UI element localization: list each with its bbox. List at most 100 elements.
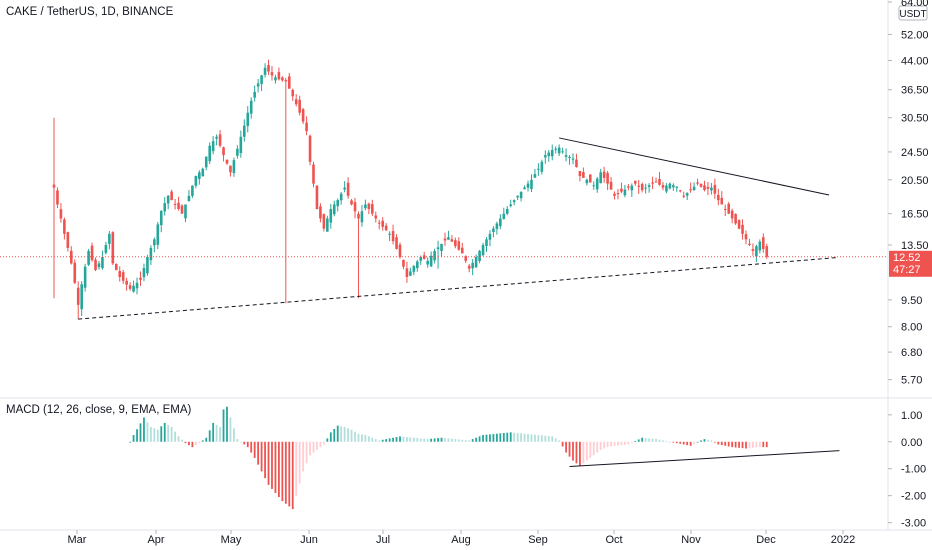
price-axis-label: 30.50 xyxy=(901,113,929,125)
candle-body xyxy=(734,213,737,224)
price-axis-label: 13.50 xyxy=(901,240,929,252)
currency-badge[interactable] xyxy=(898,5,928,21)
candle-body xyxy=(613,193,616,196)
candle-body xyxy=(409,271,412,276)
candle-body xyxy=(384,225,388,231)
time-axis-label: Oct xyxy=(605,534,622,546)
macd-bar xyxy=(201,440,204,442)
candle-body xyxy=(159,210,163,226)
candle-body xyxy=(606,173,609,184)
macd-bar xyxy=(700,440,702,442)
price-axis[interactable]: 64.00 52.00 44.00 36.50 30.50 24.50 20.50 16.50… xyxy=(888,0,929,387)
candle-body xyxy=(537,168,540,170)
time-axis[interactable]: Mar Apr May Jun Jul Aug Sep Oct Nov Dec 2022 xyxy=(68,530,856,546)
trendline-descending-resistance xyxy=(559,137,830,196)
macd-axis[interactable]: 1.00 0.00 -1.00 -2.00 -3.00 xyxy=(888,410,926,530)
candle-body xyxy=(640,183,644,191)
macd-bar xyxy=(291,441,294,510)
candle-body xyxy=(398,244,402,258)
candle-body xyxy=(277,72,281,80)
macd-bar xyxy=(167,424,170,442)
macd-bar xyxy=(437,438,439,442)
candle-body xyxy=(592,185,596,187)
candle-body xyxy=(350,200,353,205)
macd-bar xyxy=(713,441,716,443)
time-axis-label: Apr xyxy=(147,534,164,546)
candle-body xyxy=(627,186,630,188)
candle-body xyxy=(308,135,312,162)
macd-bar xyxy=(592,441,595,456)
macd-bar xyxy=(191,441,194,448)
candle-body xyxy=(225,159,229,164)
macd-bar xyxy=(554,438,557,442)
candle-body xyxy=(156,224,160,245)
time-axis-label: May xyxy=(221,534,242,546)
candle-body xyxy=(391,231,395,242)
price-axis-label: 24.50 xyxy=(901,147,929,159)
time-axis-label: Jul xyxy=(376,534,390,546)
macd-bar xyxy=(461,439,464,442)
macd-bar xyxy=(565,441,567,453)
macd-bar xyxy=(253,441,256,458)
candle-body xyxy=(132,285,135,292)
macd-bar xyxy=(710,440,713,442)
macd-bar xyxy=(617,441,619,446)
macd-bar xyxy=(392,437,394,442)
macd-bar xyxy=(153,428,156,442)
macd-bar xyxy=(412,437,415,442)
macd-bar xyxy=(267,441,270,485)
macd-bar xyxy=(278,441,280,498)
candle-body xyxy=(236,148,239,156)
candle-body xyxy=(720,197,724,205)
candle-body xyxy=(229,165,232,173)
candle-body xyxy=(339,193,343,201)
macd-bar xyxy=(665,441,668,442)
candle-body xyxy=(187,195,191,201)
candle-body xyxy=(568,156,571,158)
macd-bar xyxy=(222,409,225,442)
candle-body xyxy=(440,243,443,252)
macd-bar xyxy=(347,428,349,442)
candle-body xyxy=(336,200,340,207)
candle-body xyxy=(87,250,90,265)
macd-bar xyxy=(188,441,190,446)
candle-body xyxy=(364,204,367,209)
macd-bar xyxy=(260,441,263,472)
macd-bar xyxy=(482,435,484,442)
candle-body xyxy=(101,257,104,269)
macd-axis-label: -1.00 xyxy=(901,464,926,476)
candle-body xyxy=(263,67,267,75)
candle-body xyxy=(516,195,519,198)
candle-body xyxy=(118,271,122,277)
macd-bar xyxy=(523,433,526,442)
candle-body xyxy=(744,234,748,240)
macd-bar xyxy=(540,435,543,442)
macd-bar xyxy=(620,441,623,446)
macd-bar xyxy=(502,433,505,442)
macd-bar xyxy=(177,436,180,442)
candle-body xyxy=(575,159,578,167)
macd-bar xyxy=(322,441,325,445)
macd-bar xyxy=(333,428,336,442)
macd-bar xyxy=(316,441,318,450)
candle-body xyxy=(481,245,485,256)
candle-body xyxy=(495,223,499,229)
candle-body xyxy=(422,255,426,259)
candle-body xyxy=(416,261,419,269)
macd-bar xyxy=(246,441,249,448)
price-tag-background xyxy=(889,250,932,277)
candle-body xyxy=(90,245,94,261)
macd-bar xyxy=(388,438,391,442)
macd-bar xyxy=(471,439,474,442)
currency-badge-label: USDT xyxy=(899,9,926,20)
candle-body xyxy=(585,179,589,184)
macd-axis-label: -2.00 xyxy=(901,491,926,503)
candle-body xyxy=(741,224,744,234)
candle-body xyxy=(699,183,703,187)
macd-bar xyxy=(464,440,467,442)
candle-body xyxy=(73,262,77,283)
candle-body xyxy=(658,178,661,185)
candle-body xyxy=(460,247,464,254)
candle-body xyxy=(509,204,513,206)
macd-bar xyxy=(212,422,215,442)
